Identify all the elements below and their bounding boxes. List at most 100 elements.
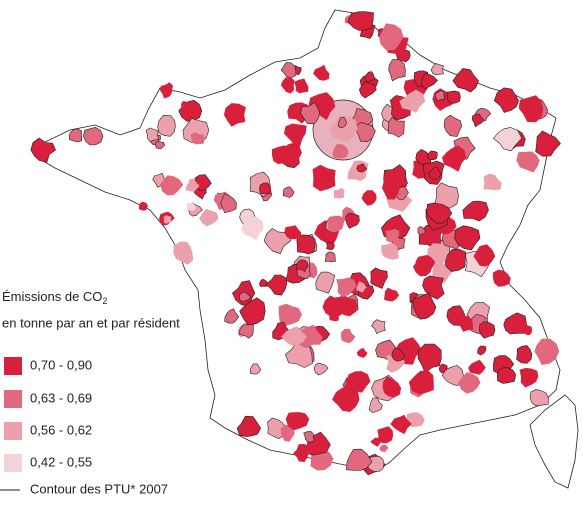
urban-area [299, 324, 323, 349]
urban-area [370, 437, 382, 447]
urban-area [313, 362, 329, 376]
urban-area [421, 72, 438, 90]
urban-area [83, 126, 104, 146]
urban-area [328, 215, 345, 233]
urban-area [223, 103, 246, 127]
urban-area [145, 127, 160, 143]
urban-area [356, 281, 367, 293]
urban-area [471, 113, 485, 128]
urban-area [518, 95, 544, 123]
urban-area [390, 414, 412, 435]
urban-area [249, 363, 262, 375]
urban-area [236, 415, 261, 437]
urban-area [241, 216, 264, 241]
urban-area [138, 201, 148, 211]
urban-area [417, 343, 442, 374]
urban-area [493, 87, 519, 113]
urban-area [519, 367, 539, 388]
urban-area [259, 278, 268, 287]
urban-area [332, 144, 349, 159]
urban-area [459, 316, 474, 332]
urban-area [415, 255, 436, 272]
urban-area [368, 397, 383, 414]
urban-area [412, 292, 437, 320]
urban-area [185, 178, 200, 192]
legend-title: Émissions de CO2 [2, 289, 107, 306]
urban-area [160, 175, 184, 196]
urban-area [224, 308, 240, 324]
urban-area [356, 348, 368, 358]
urban-area [329, 115, 358, 142]
legend-outline-label: Contour des PTU* 2007 [30, 481, 168, 496]
urban-area [283, 123, 307, 147]
urban-area [399, 89, 426, 113]
urban-area [473, 244, 496, 267]
urban-area [68, 128, 83, 143]
urban-area [474, 107, 492, 122]
urban-area [387, 116, 405, 138]
urban-area [522, 324, 532, 336]
legend: Émissions de CO2 en tonne par an et par … [0, 289, 180, 496]
urban-area [30, 137, 56, 163]
urban-area [157, 114, 176, 137]
urban-area [483, 173, 502, 191]
legend-label: 0,42 - 0,55 [30, 454, 92, 469]
legend-label: 0,56 - 0,62 [30, 422, 92, 437]
urban-area [326, 241, 335, 251]
urban-area [280, 77, 295, 94]
urban-area [408, 369, 434, 395]
urban-area [173, 241, 194, 265]
legend-title: en tonne par an et par résident [2, 315, 180, 330]
legend-label: 0,63 - 0,69 [30, 390, 92, 405]
urban-area [452, 68, 479, 93]
urban-area [434, 89, 445, 102]
urban-area [535, 130, 561, 157]
urban-area [296, 234, 316, 255]
urban-area [300, 101, 321, 125]
urban-area [438, 363, 448, 374]
urban-area [336, 277, 357, 298]
urban-area [477, 345, 487, 356]
urban-area [259, 182, 272, 195]
legend-swatch [4, 422, 22, 440]
urban-area [190, 132, 205, 145]
urban-area [534, 338, 560, 365]
urban-area [163, 215, 172, 224]
urban-area [333, 187, 345, 199]
urban-area [428, 166, 442, 180]
urban-area [358, 81, 377, 99]
urban-area [391, 347, 405, 362]
urban-area [345, 448, 373, 471]
urban-area [430, 63, 444, 76]
urban-area [496, 367, 517, 384]
urban-area [285, 412, 310, 431]
urban-area [278, 303, 302, 326]
urban-area [293, 444, 310, 463]
urban-area [220, 193, 237, 214]
corsica-outline [529, 394, 579, 489]
urban-area [379, 444, 389, 452]
urban-area [345, 212, 360, 229]
urban-area [280, 424, 295, 442]
urban-area [265, 274, 288, 296]
urban-area [443, 114, 463, 137]
urban-area [159, 82, 173, 99]
urban-area [381, 242, 399, 260]
urban-area [434, 182, 459, 209]
urban-area [263, 228, 292, 255]
urban-area [479, 321, 496, 339]
legend-label: 0,70 - 0,90 [30, 357, 92, 372]
urban-area [377, 426, 394, 444]
urban-area [313, 64, 330, 81]
urban-area [468, 359, 486, 375]
urban-area [516, 151, 540, 173]
urban-area [529, 389, 549, 407]
urban-area [361, 190, 377, 206]
urban-area [280, 62, 297, 79]
urban-area [417, 226, 426, 235]
urban-area [324, 251, 336, 263]
urban-area [503, 312, 527, 335]
urban-area [493, 269, 511, 287]
urban-area [356, 163, 368, 173]
